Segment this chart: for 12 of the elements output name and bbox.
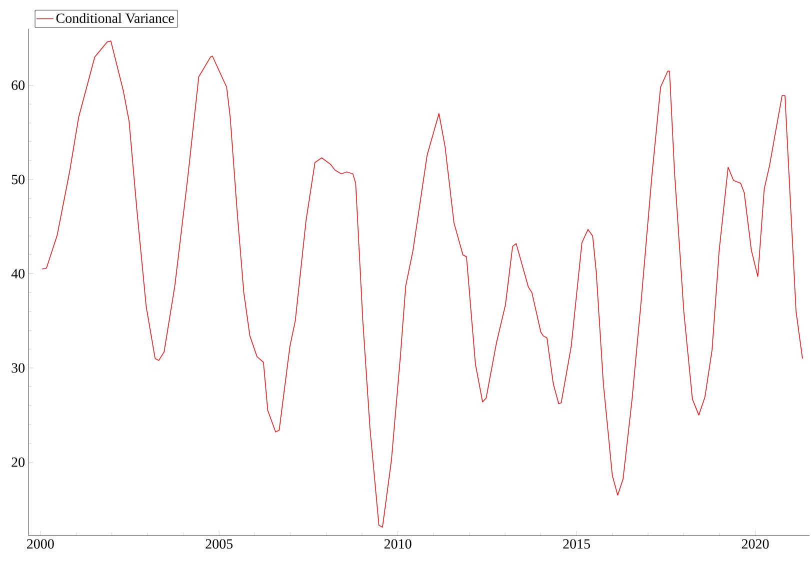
x-tick-label: 2020 bbox=[742, 539, 769, 549]
x-tick-label: 2005 bbox=[206, 539, 233, 549]
x-tick-label: 2000 bbox=[27, 539, 54, 549]
legend-label: Conditional Variance bbox=[56, 13, 174, 24]
x-tick-label: 2010 bbox=[384, 539, 412, 549]
x-tick-label: 2015 bbox=[563, 539, 590, 549]
y-tick-label: 60 bbox=[12, 80, 25, 90]
y-tick-label: 50 bbox=[12, 174, 25, 184]
y-tick-label: 40 bbox=[11, 268, 25, 278]
line-series bbox=[42, 40, 803, 528]
y-tick-label: 30 bbox=[12, 363, 25, 373]
y-tick-label: 20 bbox=[12, 457, 25, 467]
